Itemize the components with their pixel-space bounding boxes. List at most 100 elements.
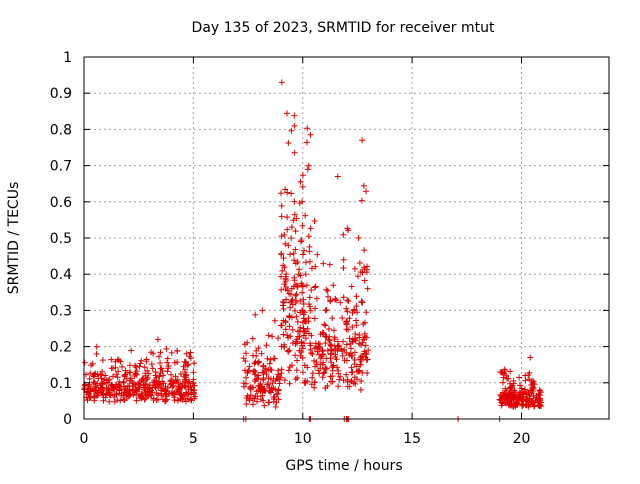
data-point: [102, 394, 109, 401]
y-tick-labels: 0 0.1 0.2 0.3 0.4 0.5 0.6 0.7 0.8 0.9 1: [50, 50, 72, 428]
data-point: [326, 261, 333, 268]
data-point: [81, 382, 88, 389]
data-point: [298, 237, 305, 244]
data-point: [346, 383, 353, 390]
data-point: [307, 307, 314, 314]
data-point: [306, 301, 313, 308]
data-point: [526, 395, 533, 402]
data-point: [275, 367, 282, 374]
data-point: [332, 296, 339, 303]
data-point: [106, 398, 113, 405]
data-point: [348, 345, 355, 352]
data-point: [340, 338, 347, 345]
y-tick-label: 0.6: [50, 195, 72, 211]
data-point: [249, 335, 256, 342]
data-point: [91, 380, 98, 387]
data-point: [520, 390, 527, 397]
data-point: [343, 305, 350, 312]
data-point: [512, 402, 519, 409]
data-point: [278, 286, 285, 293]
data-point: [527, 354, 534, 361]
data-point: [340, 231, 347, 238]
data-point: [364, 370, 371, 377]
data-point: [121, 389, 128, 396]
data-point: [356, 332, 363, 339]
data-point: [280, 306, 287, 313]
data-point: [173, 378, 180, 385]
data-point: [317, 361, 324, 368]
data-point: [282, 326, 289, 333]
data-point: [257, 380, 264, 387]
data-point: [322, 322, 329, 329]
data-point: [306, 303, 313, 310]
data-point: [288, 224, 295, 231]
data-point: [302, 271, 309, 278]
data-point: [129, 387, 136, 394]
data-point: [358, 357, 365, 364]
data-point: [102, 372, 109, 379]
data-point: [354, 376, 361, 383]
data-point: [291, 257, 298, 264]
data-point: [340, 264, 347, 271]
data-point: [243, 394, 250, 401]
data-point: [278, 322, 285, 329]
data-point: [278, 213, 285, 220]
data-point: [157, 349, 164, 356]
data-point: [281, 264, 288, 271]
data-point: [292, 281, 299, 288]
data-point: [99, 357, 106, 364]
x-tick-label: 0: [80, 431, 89, 447]
y-tick-label: 0.4: [50, 267, 72, 283]
data-point: [523, 397, 530, 404]
data-point: [176, 387, 183, 394]
data-point: [183, 389, 190, 396]
data-point: [360, 320, 367, 327]
data-point: [535, 396, 542, 403]
data-point: [252, 369, 259, 376]
data-point: [88, 362, 95, 369]
data-point: [266, 360, 273, 367]
data-point: [299, 369, 306, 376]
data-point: [157, 387, 164, 394]
data-point: [280, 299, 287, 306]
data-point: [335, 367, 342, 374]
data-point: [113, 371, 120, 378]
y-axis-label: SRMTID / TECUs: [6, 182, 22, 295]
data-point: [132, 362, 139, 369]
data-point: [291, 112, 298, 119]
data-point: [116, 378, 123, 385]
data-point: [281, 341, 288, 348]
data-point: [87, 388, 94, 395]
data-point: [325, 325, 332, 332]
data-point: [294, 318, 301, 325]
data-point: [278, 79, 285, 86]
data-point: [284, 332, 291, 339]
data-point: [99, 381, 106, 388]
data-point: [358, 378, 365, 385]
data-point: [361, 266, 368, 273]
axis-ticks: [83, 56, 609, 420]
data-point: [361, 348, 368, 355]
data-point: [93, 350, 100, 357]
data-point: [322, 340, 329, 347]
data-point: [308, 349, 315, 356]
data-point: [285, 367, 292, 374]
x-tick-label: 15: [403, 431, 421, 447]
data-point: [348, 378, 355, 385]
data-point: [179, 380, 186, 387]
data-point: [506, 401, 513, 408]
data-point: [140, 377, 147, 384]
y-tick-label: 0.9: [50, 86, 72, 102]
data-point: [300, 311, 307, 318]
data-point: [329, 363, 336, 370]
data-point: [330, 362, 337, 369]
data-point: [145, 388, 152, 395]
data-point: [260, 362, 267, 369]
data-point: [132, 386, 139, 393]
data-point: [141, 364, 148, 371]
data-point: [105, 377, 112, 384]
data-point: [321, 321, 328, 328]
data-point: [164, 355, 171, 362]
data-point: [300, 251, 306, 258]
